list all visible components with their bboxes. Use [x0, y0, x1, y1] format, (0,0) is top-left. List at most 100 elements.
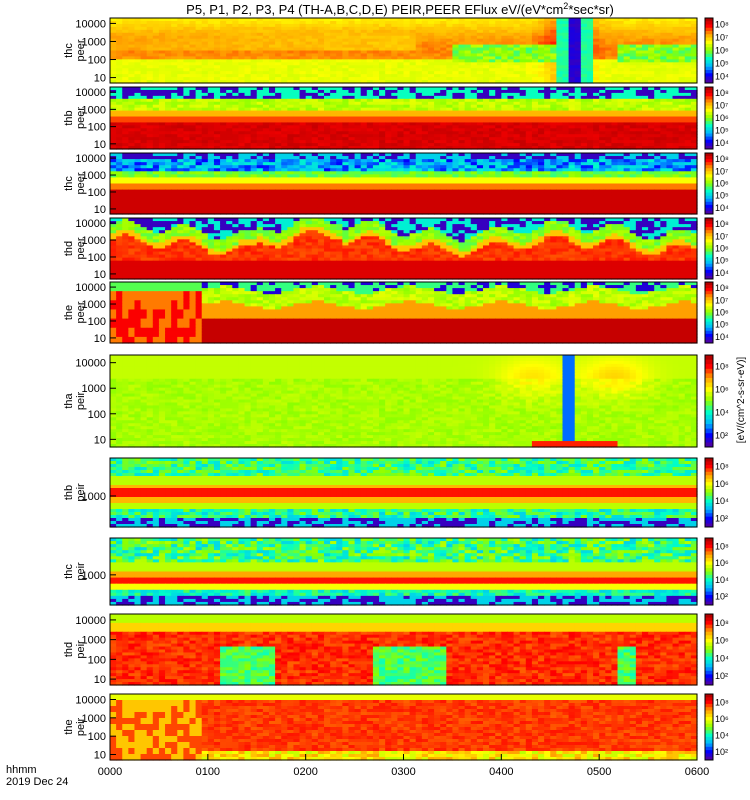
heatmap-cell — [660, 26, 668, 31]
heatmap-cell — [348, 50, 356, 55]
heatmap-cell — [611, 59, 619, 63]
heatmap-cell — [421, 44, 429, 49]
heatmap-cell — [544, 29, 551, 34]
heatmap-cell — [311, 56, 319, 60]
heatmap-cell — [568, 65, 576, 69]
heatmap-cell — [507, 53, 515, 57]
heatmap-cell — [672, 44, 680, 49]
heatmap-cell — [385, 59, 392, 63]
heatmap-cell — [525, 50, 533, 55]
heatmap-cell — [348, 68, 356, 72]
heatmap-cell — [550, 44, 557, 49]
heatmap-cell — [641, 47, 649, 52]
heatmap-cell — [452, 47, 460, 52]
heatmap-cell — [220, 38, 227, 43]
heatmap-cell — [268, 62, 276, 66]
heatmap-cell — [171, 20, 178, 25]
heatmap-cell — [495, 26, 502, 31]
heatmap-cell — [262, 20, 270, 25]
heatmap-cell — [354, 56, 362, 60]
heatmap-cell — [360, 50, 368, 55]
heatmap-cell — [256, 53, 264, 57]
heatmap-cell — [275, 23, 282, 28]
heatmap-cell — [299, 59, 307, 63]
heatmap-cell — [183, 32, 191, 37]
heatmap-cell — [213, 38, 221, 43]
colorbar-tick-label: 10⁷ — [715, 33, 728, 43]
heatmap-cell — [427, 26, 435, 31]
heatmap-cell — [146, 26, 154, 31]
heatmap-cell — [299, 62, 307, 66]
heatmap-cell — [385, 20, 392, 25]
heatmap-cell — [629, 41, 637, 46]
heatmap-cell — [183, 29, 191, 34]
heatmap-cell — [531, 18, 539, 22]
heatmap-cell — [354, 44, 362, 49]
heatmap-cell — [629, 18, 637, 22]
heatmap-cell — [464, 50, 472, 55]
heatmap-cell — [213, 50, 221, 55]
heatmap-cell — [275, 59, 282, 63]
heatmap-cell — [482, 23, 490, 28]
heatmap-cell — [617, 18, 625, 22]
heatmap-cell — [385, 68, 392, 72]
heatmap-cell — [519, 38, 527, 43]
heatmap-cell — [372, 65, 380, 69]
heatmap-cell — [605, 20, 612, 25]
heatmap-cell — [183, 50, 191, 55]
heatmap-cell — [660, 38, 668, 43]
heatmap-cell — [452, 56, 460, 60]
heatmap-cell — [385, 50, 392, 55]
heatmap-cell — [342, 23, 350, 28]
heatmap-cell — [580, 59, 588, 63]
heatmap-cell — [519, 62, 527, 66]
heatmap-cell — [654, 20, 661, 25]
heatmap-cell — [110, 47, 117, 52]
heatmap-cell — [470, 26, 478, 31]
heatmap-cell — [324, 35, 331, 40]
colorbar-segment — [705, 27, 713, 32]
heatmap-cell — [207, 68, 215, 72]
heatmap-cell — [452, 26, 460, 31]
heatmap-cell — [385, 56, 392, 60]
heatmap-cell — [427, 62, 435, 66]
heatmap-cell — [623, 23, 631, 28]
heatmap-cell — [317, 68, 325, 72]
heatmap-cell — [116, 53, 123, 57]
heatmap-cell — [690, 59, 698, 63]
heatmap-cell — [495, 44, 502, 49]
heatmap-cell — [232, 41, 239, 46]
heatmap-cell — [128, 23, 136, 28]
heatmap-cell — [122, 47, 129, 52]
heatmap-cell — [593, 56, 600, 60]
heatmap-cell — [458, 20, 466, 25]
heatmap-cell — [593, 65, 600, 69]
heatmap-cell — [177, 65, 184, 69]
heatmap-cell — [152, 23, 160, 28]
heatmap-cell — [538, 56, 545, 60]
heatmap-cell — [476, 32, 484, 37]
heatmap-cell — [324, 59, 331, 63]
heatmap-cell — [556, 59, 564, 63]
heatmap-cell — [262, 41, 270, 46]
heatmap-cell — [580, 65, 588, 69]
heatmap-cell — [244, 47, 252, 52]
heatmap-cell — [330, 47, 337, 52]
heatmap-cell — [672, 56, 680, 60]
heatmap-cell — [519, 32, 527, 37]
heatmap-cell — [611, 29, 619, 34]
heatmap-cell — [140, 62, 148, 66]
heatmap-cell — [531, 20, 539, 25]
heatmap-cell — [586, 38, 594, 43]
heatmap-cell — [427, 20, 435, 25]
heatmap-cell — [134, 41, 142, 46]
heatmap-cell — [660, 23, 668, 28]
heatmap-cell — [244, 56, 252, 60]
heatmap-cell — [660, 59, 668, 63]
heatmap-cell — [403, 23, 411, 28]
heatmap-cell — [317, 38, 325, 43]
heatmap-cell — [556, 47, 564, 52]
heatmap-cell — [171, 50, 178, 55]
heatmap-cell — [648, 59, 655, 63]
heatmap-cell — [690, 35, 698, 40]
